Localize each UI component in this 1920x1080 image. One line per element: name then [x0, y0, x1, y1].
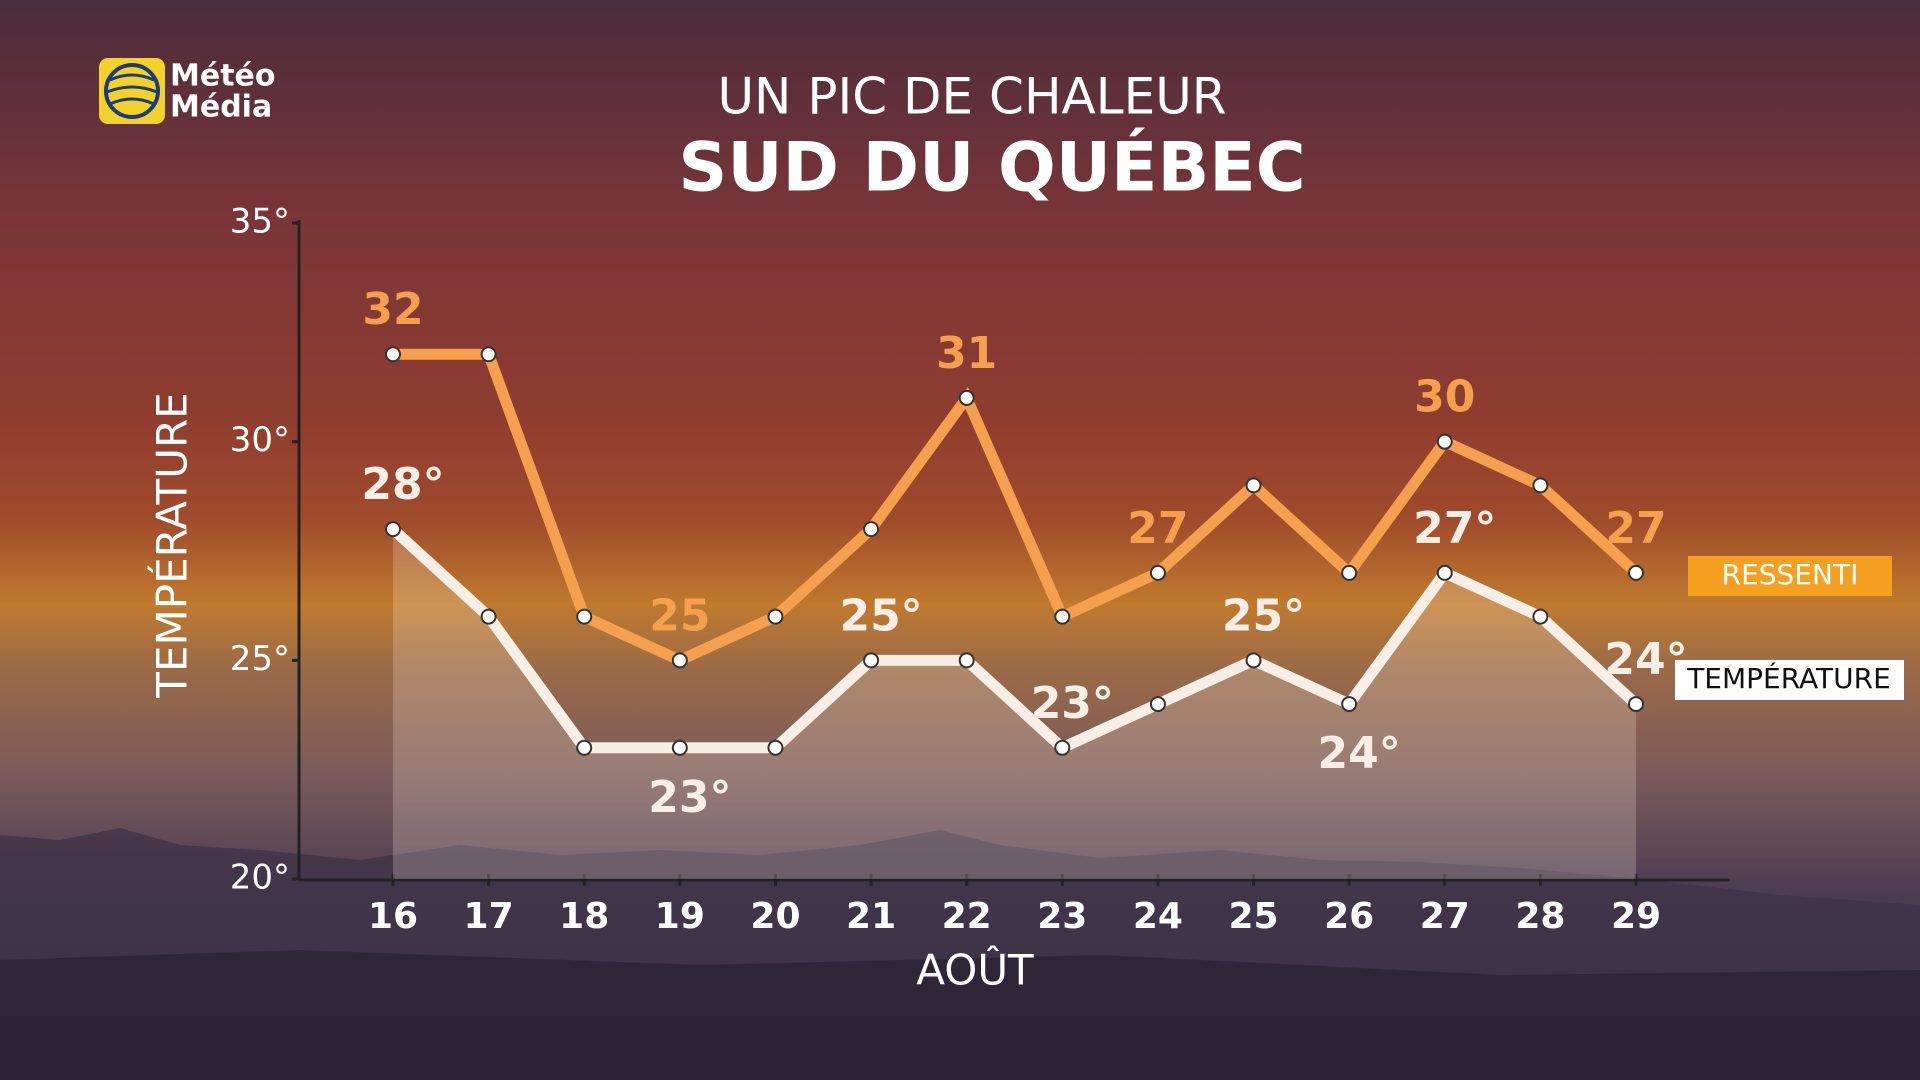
y-tick-label: 30° — [230, 420, 290, 460]
data-point — [480, 608, 497, 625]
data-label: 32 — [362, 284, 423, 335]
x-tick-label: 28 — [1515, 896, 1565, 937]
data-point — [1149, 696, 1166, 713]
data-point — [1341, 564, 1358, 581]
data-label: 28° — [361, 459, 444, 510]
y-tick-label: 25° — [230, 639, 290, 679]
x-tick-label: 23 — [1037, 896, 1087, 937]
legend-box — [1688, 556, 1892, 596]
legend-box — [1675, 660, 1904, 700]
data-point — [671, 652, 688, 669]
data-point — [480, 346, 497, 363]
data-point — [1436, 564, 1453, 581]
data-point — [958, 389, 975, 406]
x-tick-label: 21 — [846, 896, 896, 937]
foreground — [0, 950, 1920, 1080]
data-label: 25° — [1222, 590, 1305, 641]
data-point — [385, 346, 401, 363]
data-point — [576, 608, 593, 625]
x-tick-label: 29 — [1611, 896, 1661, 937]
data-label: 23° — [1031, 678, 1114, 729]
data-point — [1341, 696, 1358, 713]
y-tick-label: 20° — [230, 858, 290, 898]
data-point — [671, 739, 688, 756]
data-label: 27° — [1413, 503, 1496, 554]
data-label: 25° — [839, 590, 922, 641]
data-label: 24° — [1604, 634, 1687, 685]
y-tick-label: 35° — [230, 202, 290, 242]
data-point — [576, 739, 593, 756]
data-point — [958, 652, 975, 669]
data-point — [1628, 696, 1644, 713]
logo-text: Média — [170, 90, 272, 125]
data-point — [1436, 433, 1453, 450]
legend-label: RESSENTI — [1722, 558, 1859, 591]
data-point — [1054, 608, 1071, 625]
x-tick-label: 24 — [1133, 896, 1183, 937]
logo-text: Météo — [170, 59, 276, 94]
x-tick-label: 17 — [464, 896, 514, 937]
y-axis-label: TEMPÉRATURE — [147, 392, 197, 698]
data-point — [767, 608, 784, 625]
x-tick-label: 25 — [1228, 896, 1278, 937]
series-line — [393, 348, 1640, 667]
logo-lines — [106, 73, 158, 106]
x-tick-label: 27 — [1420, 896, 1470, 937]
logo-icon — [99, 58, 165, 124]
x-axis-label: AOÛT — [916, 945, 1034, 995]
data-point — [1628, 564, 1644, 581]
data-point — [385, 521, 401, 538]
data-point — [863, 652, 880, 669]
data-label: 25 — [649, 590, 710, 641]
data-label: 30 — [1414, 372, 1475, 423]
data-point — [1054, 739, 1071, 756]
x-tick-label: 22 — [942, 896, 992, 937]
chart-subtitle: SUD DU QUÉBEC — [678, 128, 1305, 208]
data-point — [1532, 477, 1549, 494]
data-label: 27 — [1127, 503, 1188, 554]
series-line — [389, 525, 1640, 755]
x-tick-label: 18 — [559, 896, 609, 937]
data-point — [1149, 564, 1166, 581]
data-point — [767, 739, 784, 756]
chart-title: UN PIC DE CHALEUR — [717, 68, 1226, 126]
data-point — [1245, 477, 1262, 494]
x-tick-label: 20 — [750, 896, 800, 937]
logo-globe — [104, 63, 160, 119]
x-tick-label: 16 — [368, 896, 418, 937]
data-point — [1532, 608, 1549, 625]
x-tick-label: 19 — [655, 896, 705, 937]
legend-label: TEMPÉRATURE — [1686, 661, 1891, 695]
data-point — [1245, 652, 1262, 669]
data-point — [863, 521, 880, 538]
data-label: 24° — [1318, 728, 1401, 779]
data-label: 27 — [1605, 503, 1666, 554]
x-tick-label: 26 — [1324, 896, 1374, 937]
data-label: 23° — [648, 772, 731, 823]
data-label: 31 — [936, 328, 997, 379]
